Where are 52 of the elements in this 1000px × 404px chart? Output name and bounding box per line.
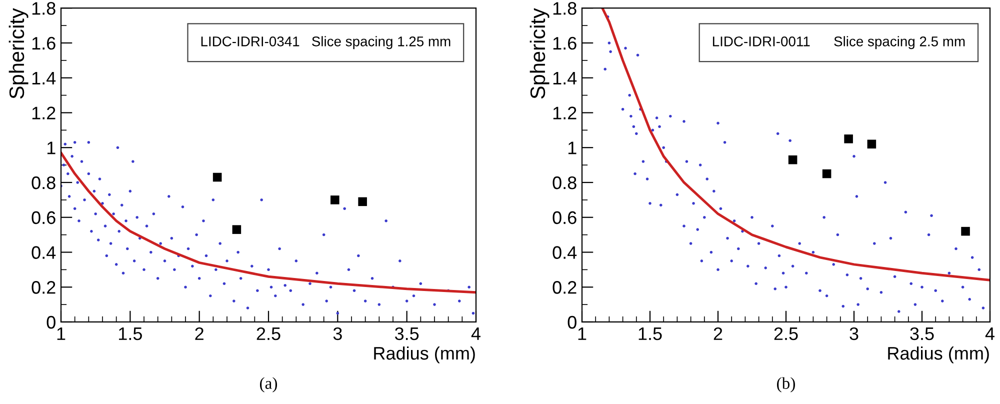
y-tick-label: 0.6 <box>552 211 576 224</box>
x-tick-label: 3.5 <box>910 327 934 340</box>
x-axis-title: Radius (mm) <box>888 346 989 364</box>
x-tick-label: 3 <box>333 327 342 340</box>
y-tick-label: 0.2 <box>32 281 56 294</box>
point <box>330 196 340 204</box>
y-axis-title: Sphericity <box>8 8 28 99</box>
y-tick-label: 0.2 <box>552 281 576 294</box>
x-tick-label: 2.5 <box>774 327 798 340</box>
point <box>844 134 853 144</box>
point <box>232 225 242 234</box>
y-tick-label: 1.6 <box>553 36 576 50</box>
y-tick-label: 1 <box>47 142 56 154</box>
point <box>867 140 876 148</box>
y-tick-label: 0 <box>568 316 576 329</box>
text: (a) <box>260 377 278 392</box>
point <box>961 226 970 236</box>
point <box>822 169 832 178</box>
y-tick-label: 0.8 <box>32 176 56 190</box>
y-tick-label: 0.8 <box>552 176 576 190</box>
x-tick-label: 3.5 <box>394 327 419 340</box>
y-tick-label: 1.8 <box>32 2 56 15</box>
point <box>212 172 222 182</box>
x-axis-title: Radius (mm) <box>374 346 475 364</box>
x-tick-label: 1.5 <box>638 328 662 340</box>
x-tick-label: 2 <box>714 327 722 340</box>
line-series <box>61 152 476 294</box>
x-tick-label: 3 <box>850 327 858 340</box>
y-tick-label: 1.4 <box>553 72 577 84</box>
y-tick-label: 1.2 <box>32 106 56 120</box>
y-tick-label: 1.4 <box>32 72 56 84</box>
y-tick-label: 1.8 <box>553 2 576 15</box>
annotation: LIDC-IDRI-0011 Slice spacing 2.5 mm <box>712 36 965 50</box>
y-axis-title: Sphericity <box>530 8 550 99</box>
point <box>788 155 798 164</box>
x-tick-label: 1.5 <box>118 328 142 340</box>
y-tick-label: 0.6 <box>32 211 56 224</box>
y-tick-label: 1.6 <box>32 36 56 50</box>
y-tick-label: 1.2 <box>553 106 576 120</box>
x-tick-label: 4 <box>471 328 480 340</box>
y-tick-label: 0.4 <box>32 246 56 259</box>
x-tick-label: 4 <box>985 328 994 340</box>
x-tick-label: 1 <box>57 328 66 340</box>
y-tick-label: 1 <box>568 142 576 154</box>
y-tick-label: 0 <box>46 316 56 329</box>
x-tick-label: 1 <box>578 328 586 340</box>
x-tick-label: 2 <box>195 327 204 340</box>
annotation: LIDC-IDRI-0341 Slice spacing 1.25 mm <box>201 36 450 50</box>
text: (b) <box>777 377 795 392</box>
point <box>358 197 367 206</box>
x-tick-label: 2.5 <box>256 327 280 340</box>
y-tick-label: 0.4 <box>552 246 577 259</box>
